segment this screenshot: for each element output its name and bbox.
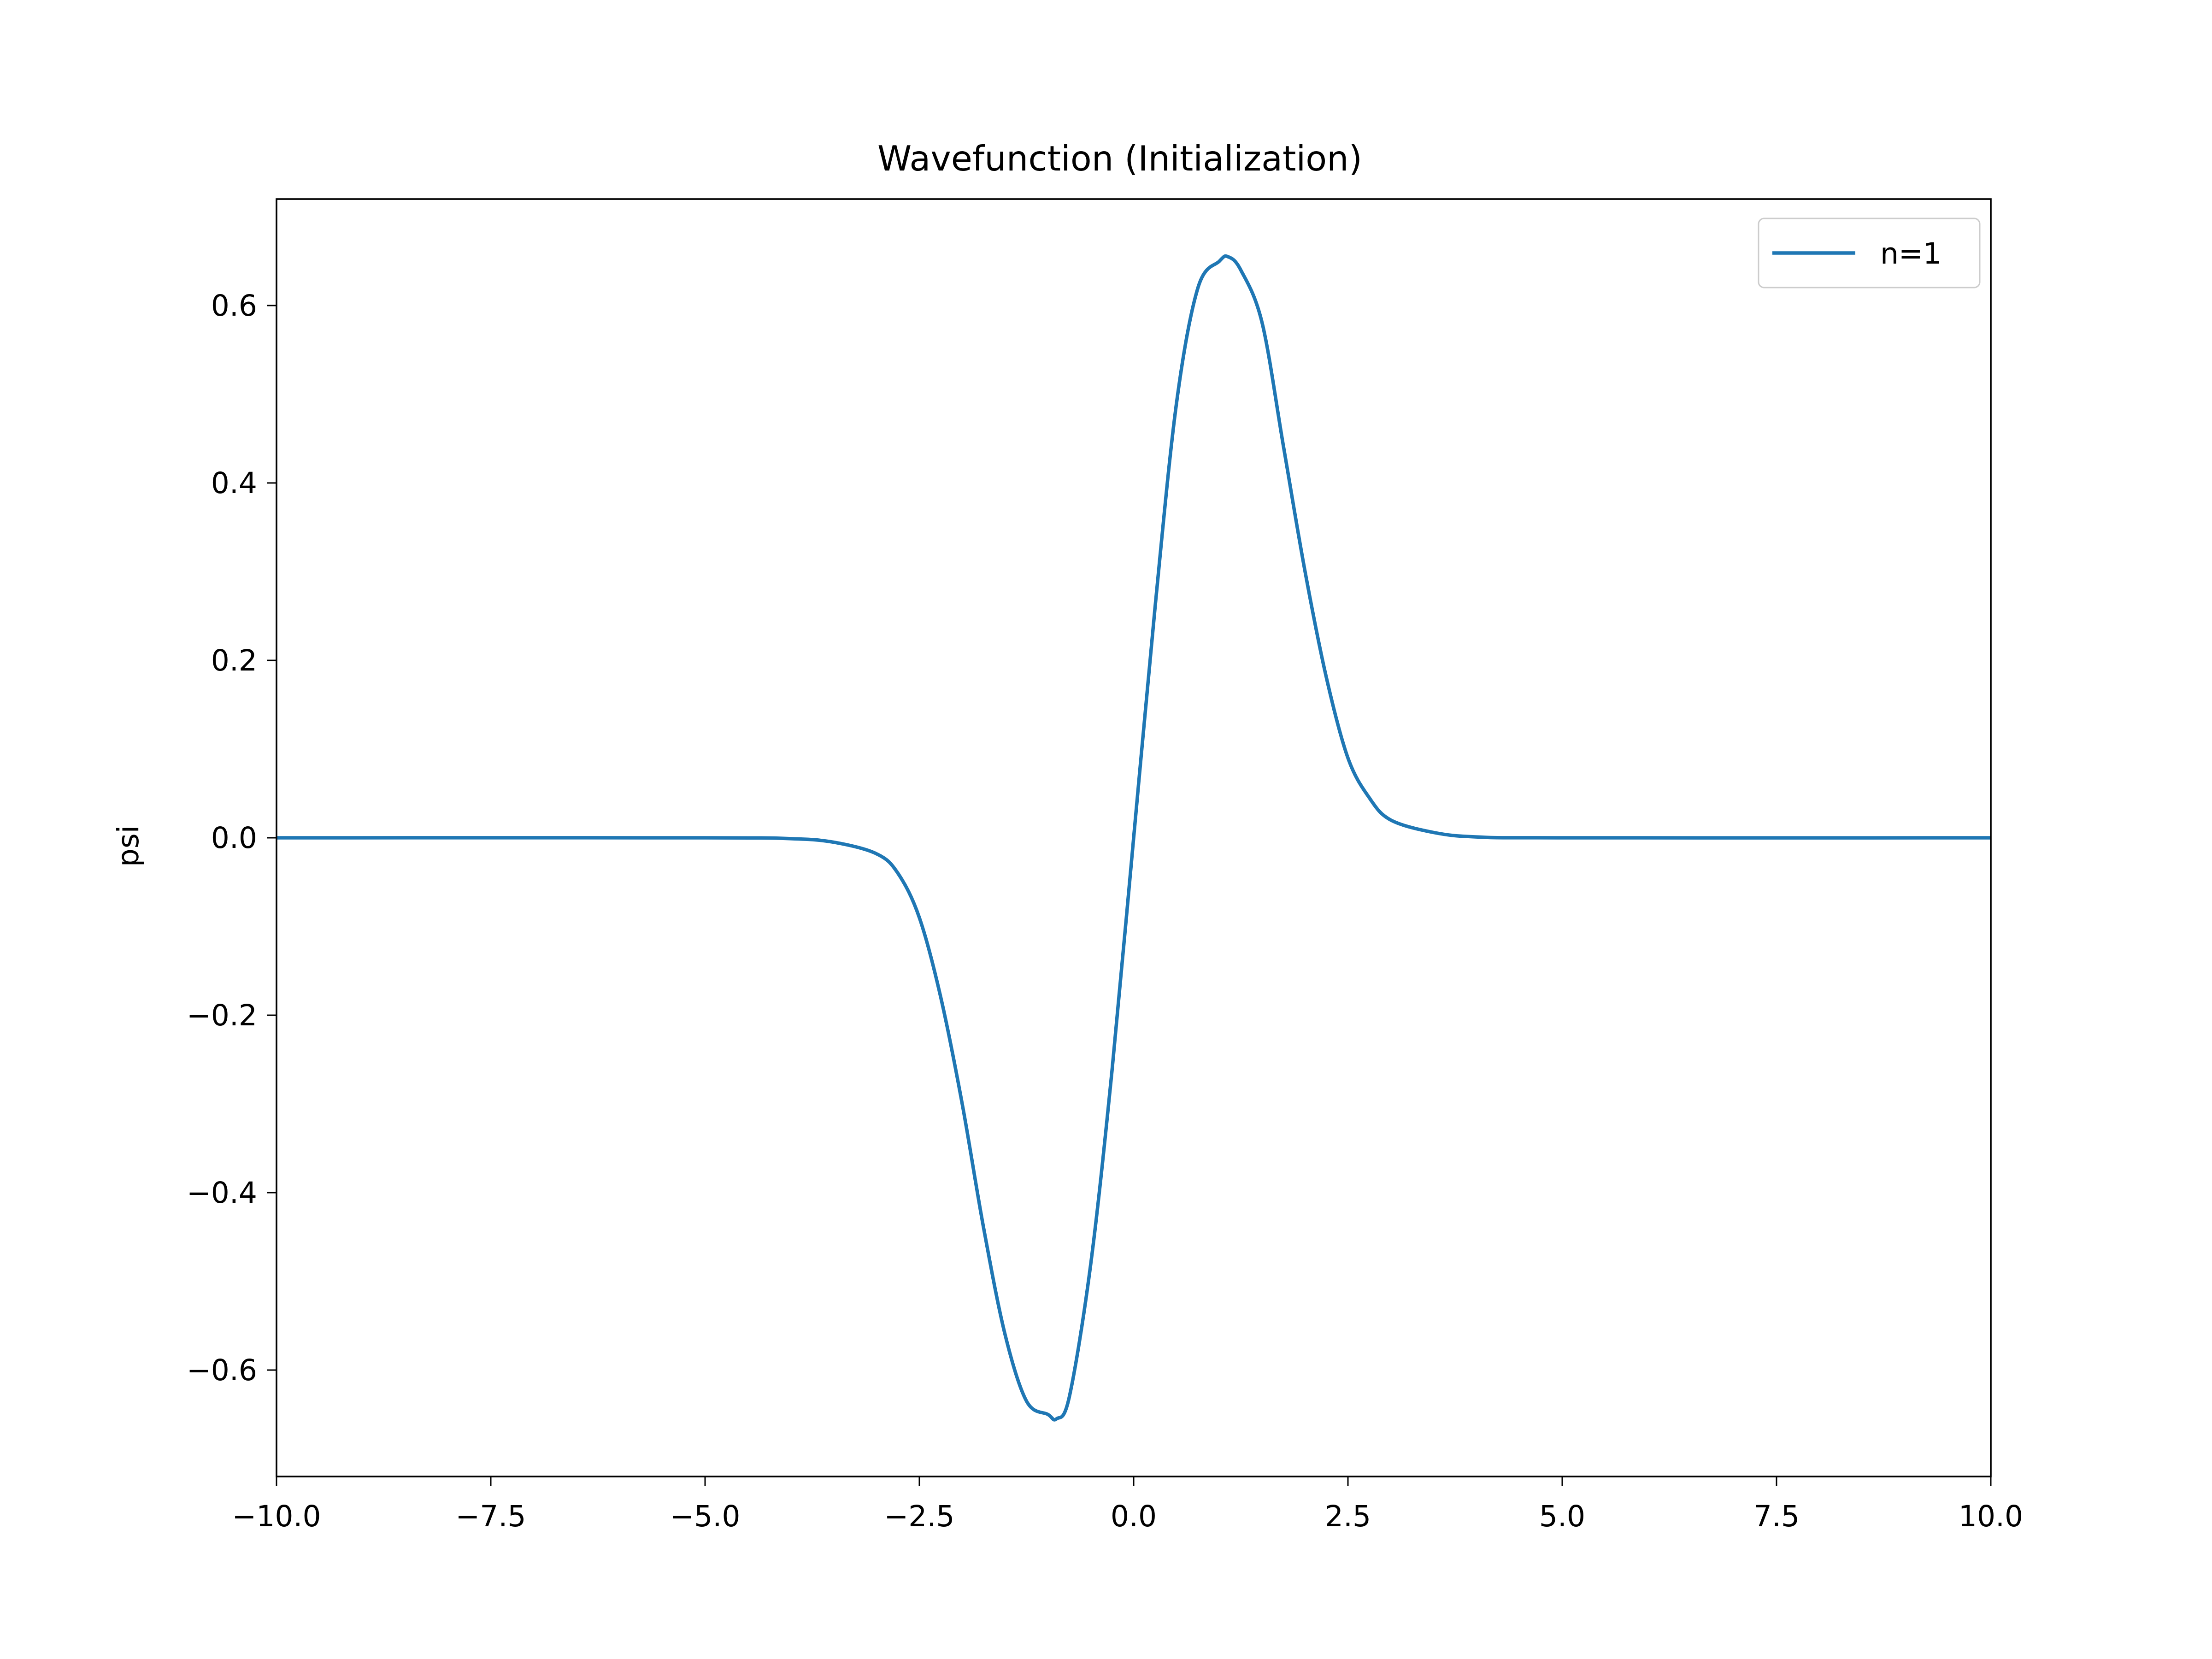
x-tick-label: 10.0 [1959, 1500, 2023, 1533]
x-tick-label: 0.0 [1111, 1500, 1157, 1533]
chart-title: Wavefunction (Initialization) [877, 138, 1362, 179]
legend: n=1 [1758, 218, 1981, 288]
y-axis-label: psi [112, 825, 145, 867]
x-tick-label: −2.5 [884, 1500, 955, 1533]
x-tick-label: 2.5 [1325, 1500, 1371, 1533]
y-tick-label: 0.4 [211, 466, 257, 500]
y-tick-label: 0.2 [211, 644, 257, 677]
y-tick-label: 0.6 [211, 289, 257, 323]
y-tick-label: −0.6 [187, 1353, 257, 1387]
y-tick-label: −0.2 [187, 999, 257, 1032]
legend-box [1758, 218, 1981, 288]
legend-label: n=1 [1880, 237, 1941, 271]
x-tick-label: −10.0 [232, 1500, 321, 1533]
x-tick-label: −7.5 [456, 1500, 526, 1533]
axis-ticks: −10.0 −7.5 −5.0 −2.5 0.0 2.5 5.0 7.5 10.0 −0.6 −0.… [187, 289, 2023, 1533]
y-tick-label: −0.4 [187, 1176, 257, 1210]
x-tick-label: −5.0 [670, 1500, 741, 1533]
axes-frame [276, 198, 1992, 1477]
series-line-0 [276, 254, 1991, 1422]
x-tick-label: 7.5 [1753, 1500, 1800, 1533]
plot-lines [276, 254, 1991, 1422]
x-tick-label: 5.0 [1539, 1500, 1585, 1533]
y-tick-label: 0.0 [211, 821, 257, 855]
